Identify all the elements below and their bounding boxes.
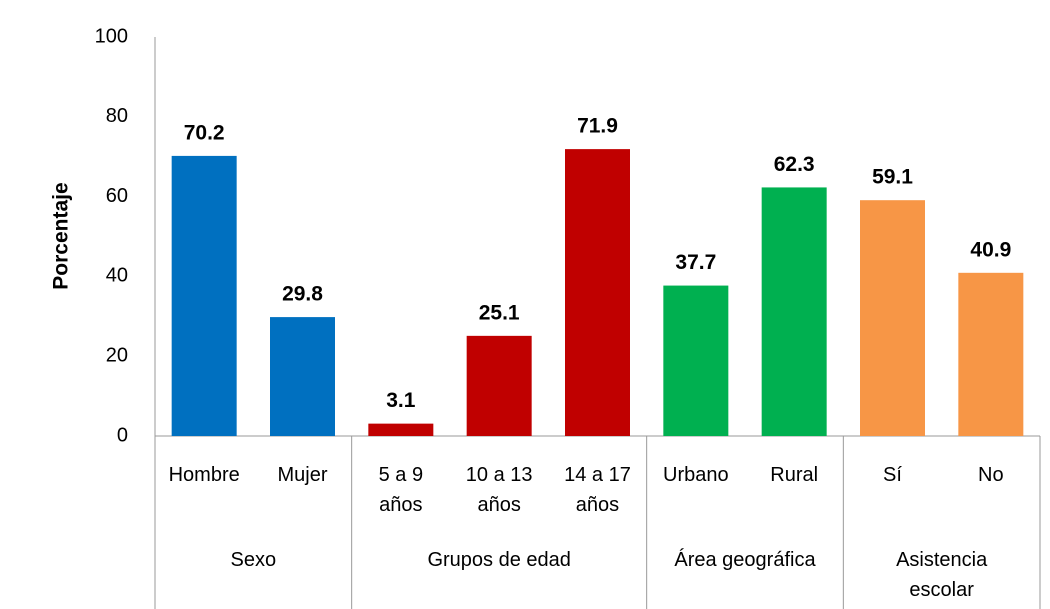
bar <box>270 317 335 436</box>
x-tick-label: Rural <box>770 464 819 486</box>
data-label: 71.9 <box>577 115 618 138</box>
x-tick-label: Hombre <box>168 464 240 486</box>
y-tick-label: 80 <box>106 105 128 127</box>
bar <box>565 149 630 436</box>
x-tick-label: Urbano <box>663 464 729 486</box>
bar <box>466 335 532 436</box>
data-label: 37.7 <box>675 251 716 274</box>
bar <box>663 285 729 436</box>
x-tick-label: 14 a 17 años <box>564 464 631 516</box>
y-tick-label: 0 <box>117 424 128 446</box>
y-axis-label: Porcentaje <box>50 182 73 289</box>
y-tick-label: 100 <box>95 25 128 47</box>
x-tick-label: 10 a 13 años <box>465 464 533 516</box>
y-tick-label: 60 <box>106 185 128 207</box>
bar <box>368 423 434 436</box>
x-tick-label: No <box>978 464 1004 486</box>
y-tick-label: 20 <box>106 344 128 366</box>
data-label: 3.1 <box>386 389 416 412</box>
data-label: 62.3 <box>774 153 815 176</box>
data-label: 59.1 <box>872 166 913 189</box>
data-label: 29.8 <box>282 283 323 306</box>
x-tick-label: Sí <box>883 464 902 486</box>
bar <box>860 200 925 436</box>
data-label: 40.9 <box>970 238 1011 261</box>
x-tick-label: Mujer <box>277 464 328 486</box>
data-label: 25.1 <box>479 301 520 324</box>
group-label: Grupos de edad <box>427 549 571 571</box>
x-tick-label: 5 a 9 años <box>378 464 424 516</box>
data-label: 70.2 <box>184 121 225 144</box>
group-label: Sexo <box>230 549 277 571</box>
bar <box>761 187 827 436</box>
bar <box>958 272 1024 436</box>
group-label: Área geográfica <box>674 549 816 571</box>
bar <box>171 155 237 437</box>
group-label: Asistencia escolar <box>896 549 988 601</box>
y-tick-label: 40 <box>106 265 128 287</box>
